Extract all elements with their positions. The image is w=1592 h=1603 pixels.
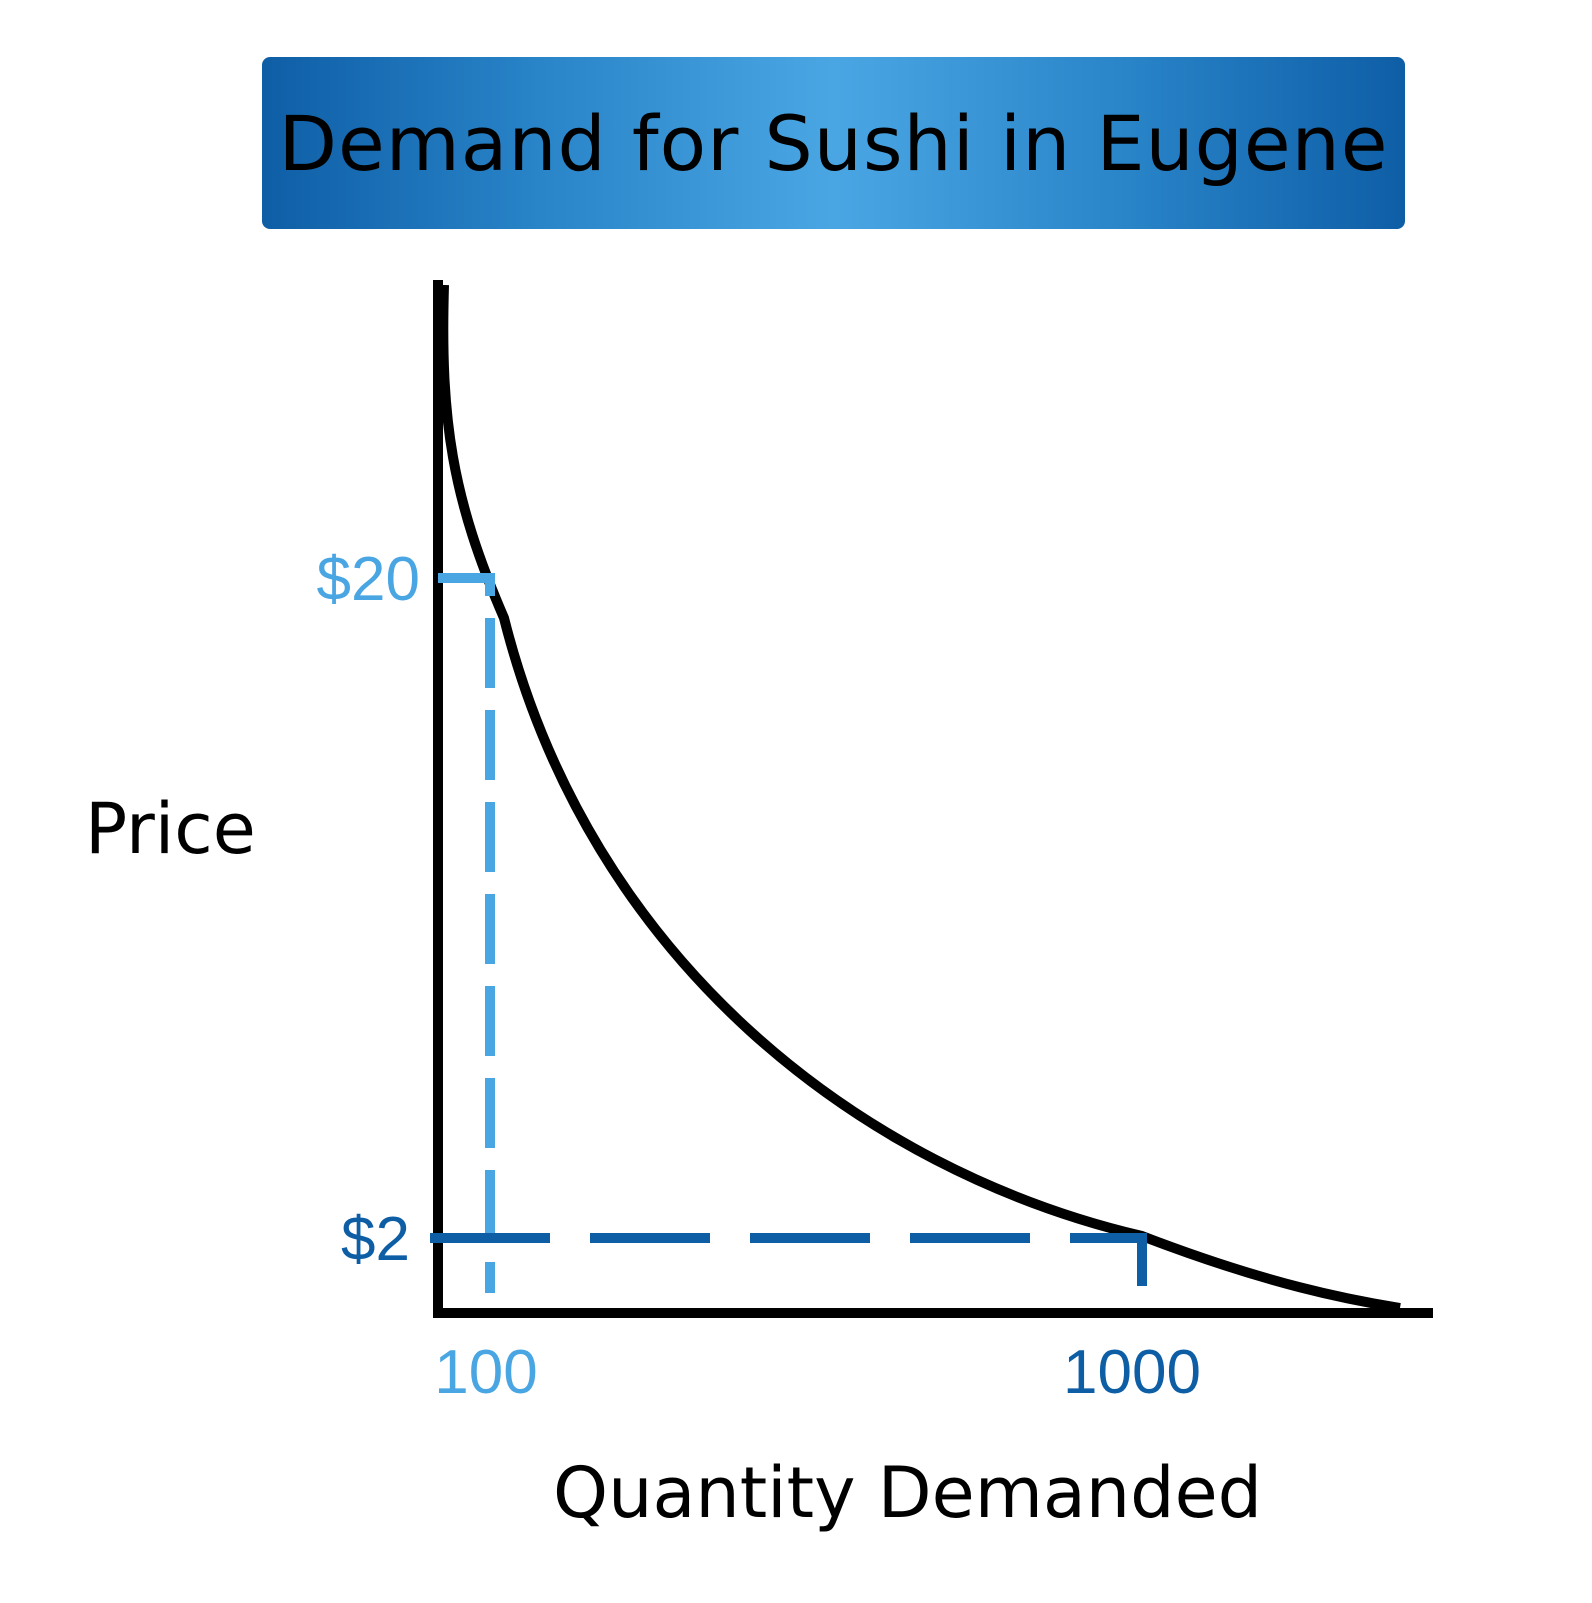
x-tick-label-low: 100 xyxy=(434,1338,537,1407)
title-banner: Demand for Sushi in Eugene xyxy=(262,57,1405,229)
guide-line-high-price xyxy=(438,573,495,1293)
chart-title: Demand for Sushi in Eugene xyxy=(278,98,1389,188)
y-tick-label-low: $2 xyxy=(341,1205,410,1274)
x-tick-label-high: 1000 xyxy=(1063,1338,1201,1407)
guide-line-low-price xyxy=(430,1233,1147,1295)
demand-curve xyxy=(438,284,1401,1313)
y-axis-label: Price xyxy=(85,788,256,870)
x-axis-label: Quantity Demanded xyxy=(553,1452,1263,1534)
y-tick-label-high: $20 xyxy=(317,545,420,614)
